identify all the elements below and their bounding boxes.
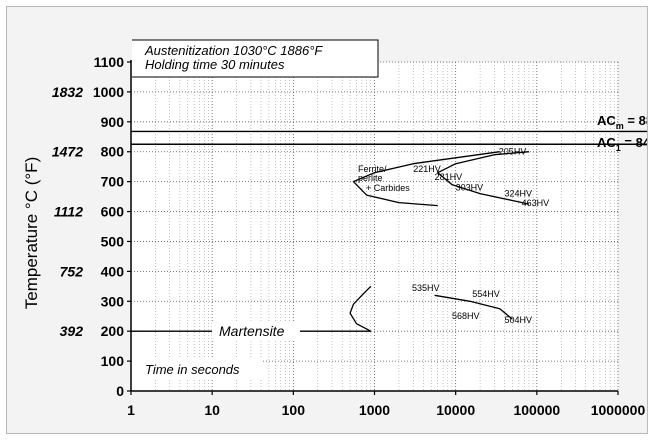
x-tick-label: 1000000 bbox=[591, 402, 646, 418]
y-tick-label-fahrenheit: 1112 bbox=[54, 204, 83, 220]
x-tick-label: 1 bbox=[127, 402, 135, 418]
martensite-label: Martensite bbox=[219, 323, 285, 339]
hardness-label: 535HV bbox=[412, 283, 440, 293]
chart-frame: 0 100 200 300 400 500 600 700 800 900 1000 1100 1832… bbox=[6, 6, 648, 434]
hardness-label: 568HV bbox=[452, 311, 480, 321]
y-tick-label: 700 bbox=[101, 174, 125, 190]
hardness-label: 205HV bbox=[499, 147, 527, 157]
phase-label-line-2: perlite bbox=[358, 173, 383, 183]
acm-label: ACm = 880 bbox=[597, 113, 647, 131]
hardness-label: 504HV bbox=[505, 315, 533, 325]
pearlite-finish-curve bbox=[437, 151, 530, 205]
y-tick-label-fahrenheit: 752 bbox=[60, 263, 84, 279]
y-tick-label: 300 bbox=[101, 293, 125, 309]
x-tick-label: 100 bbox=[282, 402, 306, 418]
tick-labels: 0100200300400500600700800900100011001832… bbox=[52, 54, 646, 418]
hardness-label: 324HV bbox=[505, 189, 533, 199]
time-annotation-bg bbox=[133, 358, 263, 380]
y-tick-label: 600 bbox=[101, 204, 125, 220]
cct-diagram: 0100200300400500600700800900100011001832… bbox=[22, 39, 647, 418]
martensite-label-bg bbox=[212, 323, 300, 340]
y-tick-label: 900 bbox=[101, 114, 125, 130]
ac1-label: AC1 = 845 bbox=[597, 135, 647, 153]
y-tick-label: 100 bbox=[101, 353, 125, 369]
axes bbox=[127, 60, 619, 395]
header-box-border bbox=[132, 39, 379, 78]
hardness-label: 281HV bbox=[435, 172, 463, 182]
phase-label-line-1: Ferrite/ bbox=[358, 164, 387, 174]
y-tick-label: 400 bbox=[101, 263, 125, 279]
y-tick-label: 1100 bbox=[94, 54, 125, 70]
x-tick-label: 10 bbox=[204, 402, 220, 418]
header-box bbox=[132, 40, 378, 77]
bainite-curve bbox=[434, 294, 513, 320]
hardness-label: 463HV bbox=[522, 198, 550, 208]
y-tick-label: 200 bbox=[101, 323, 125, 339]
hardness-label: 554HV bbox=[472, 289, 500, 299]
y-tick-label-fahrenheit: 1472 bbox=[52, 144, 83, 160]
y-tick-label: 500 bbox=[101, 233, 125, 249]
header-line-2: Holding time 30 minutes bbox=[145, 57, 285, 72]
phase-label-line-3: + Carbides bbox=[366, 183, 410, 193]
ac-lines bbox=[131, 130, 647, 145]
header-line-1: Austenitization 1030°C 1886°F bbox=[144, 43, 323, 58]
y-tick-label: 800 bbox=[101, 144, 125, 160]
x-tick-label: 1000 bbox=[359, 402, 390, 418]
hardness-label: 303HV bbox=[456, 183, 484, 193]
time-annotation: Time in seconds bbox=[145, 362, 240, 377]
pearlite-start-curve bbox=[352, 151, 500, 207]
hardness-label: 221HV bbox=[413, 164, 441, 174]
martensite-curve bbox=[349, 285, 372, 332]
grid bbox=[130, 61, 619, 392]
y-tick-label: 0 bbox=[116, 383, 124, 399]
y-tick-label-fahrenheit: 392 bbox=[60, 323, 84, 339]
x-tick-label: 10000 bbox=[436, 402, 475, 418]
x-tick-label: 100000 bbox=[513, 402, 560, 418]
y-tick-label-fahrenheit: 1832 bbox=[52, 84, 83, 100]
y-axis-label: Temperature °C (°F) bbox=[22, 157, 41, 309]
y-tick-label: 1000 bbox=[93, 84, 124, 100]
